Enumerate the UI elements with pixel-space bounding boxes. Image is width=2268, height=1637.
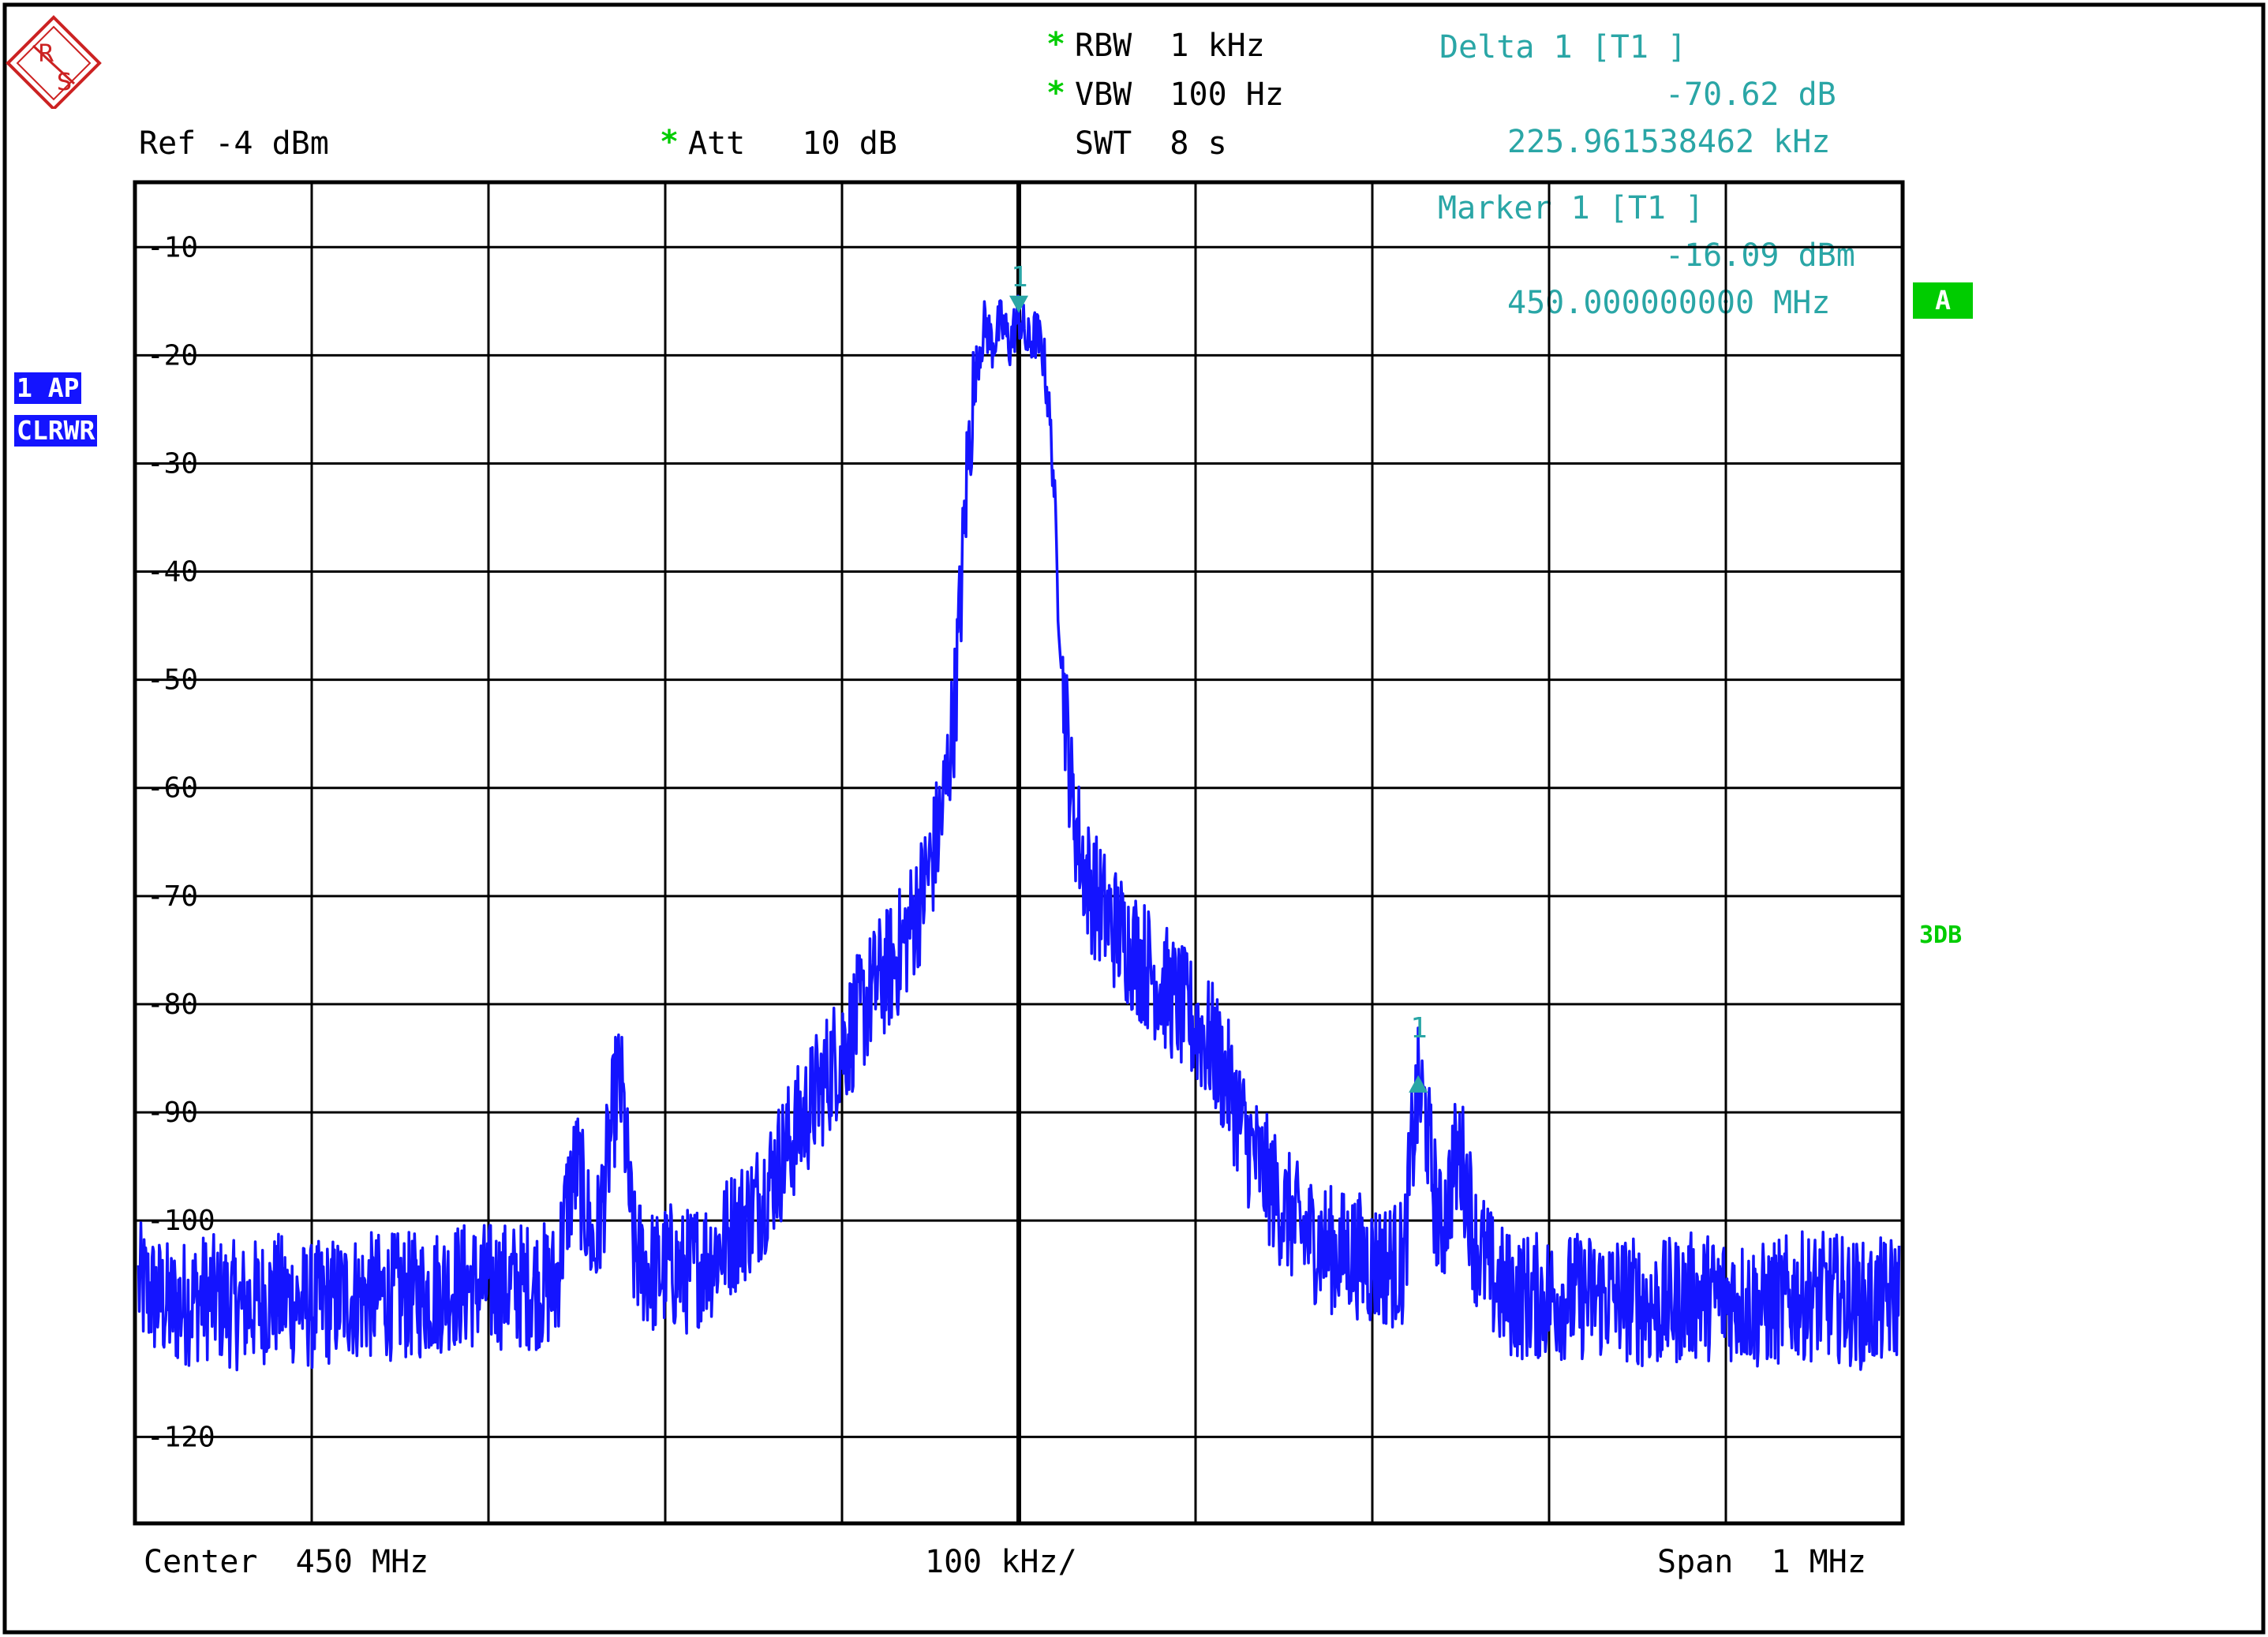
y-tick-label: -90 <box>147 1097 198 1129</box>
trace-mode-badge: 1 AP <box>14 372 82 404</box>
vbw-text: VBW 100 Hz <box>1075 77 1284 113</box>
y-tick-label: -30 <box>147 447 198 480</box>
delta-marker-value: -70.62 dB <box>1665 77 1836 113</box>
plot-border <box>133 180 1905 1526</box>
y-tick-label: -40 <box>147 556 198 589</box>
y-tick-labels: -10 -20 -30 -40 -50 -60 -70 -80 -90 -100 -120 <box>147 231 215 1453</box>
y-tick-label: -10 <box>147 231 198 263</box>
ref-level-text: Ref -4 dBm <box>139 125 329 162</box>
marker1-value: -16.09 dBm <box>1665 237 1855 274</box>
y-tick-label: -100 <box>147 1205 215 1237</box>
trace-type-badge: CLRWR <box>14 415 98 447</box>
y-tick-label: -20 <box>147 339 198 372</box>
attenuation-text: Att 10 dB <box>688 125 897 162</box>
y-tick-label: -70 <box>147 880 198 913</box>
delta-marker-label: Delta 1 [T1 ] <box>1439 29 1687 65</box>
marker-number-label: 1 <box>1410 1012 1428 1045</box>
vbw-star-icon: * <box>1046 75 1066 111</box>
trigger-indicator-badge: A <box>1913 282 1973 319</box>
marker-layer: 11 <box>1009 261 1428 1093</box>
center-frequency-text: Center 450 MHz <box>144 1544 429 1580</box>
y-tick-label: -50 <box>147 664 198 697</box>
sweep-time-text: SWT 8 s <box>1075 125 1227 162</box>
delta-marker-frequency: 225.961538462 kHz <box>1507 124 1831 160</box>
rbw-text: RBW 1 kHz <box>1075 28 1265 64</box>
y-tick-label: -60 <box>147 772 198 805</box>
frequency-per-division-text: 100 kHz/ <box>925 1544 1077 1580</box>
marker-triangle-up-icon <box>1409 1075 1428 1093</box>
bandwidth-3db-label: 3DB <box>1919 921 1963 949</box>
svg-text:S: S <box>57 69 72 96</box>
span-text: Span 1 MHz <box>1657 1544 1866 1580</box>
svg-text:R: R <box>38 40 54 68</box>
rbw-star-icon: * <box>1046 26 1066 62</box>
y-tick-label: -80 <box>147 989 198 1021</box>
marker1-label: Marker 1 [T1 ] <box>1438 190 1705 226</box>
y-tick-label: -120 <box>147 1421 215 1453</box>
rohde-schwarz-logo: R S <box>6 15 102 109</box>
att-star-icon: * <box>660 124 679 160</box>
marker-triangle-down-icon <box>1009 295 1028 313</box>
marker-number-label: 1 <box>1011 261 1028 293</box>
